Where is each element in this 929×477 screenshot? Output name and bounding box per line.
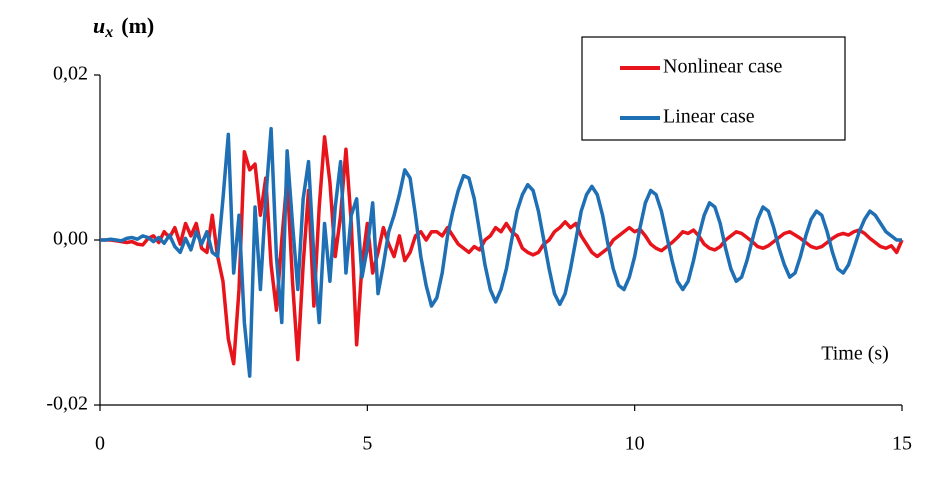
y-subscript: x xyxy=(104,24,113,41)
legend-label: Nonlinear case xyxy=(663,56,783,78)
legend-box xyxy=(581,36,846,141)
x-tick-label: 5 xyxy=(362,433,372,455)
x-tick-label: 0 xyxy=(95,433,105,455)
y-tick-label: 0,00 xyxy=(53,228,88,250)
y-tick-label: -0,02 xyxy=(46,393,88,415)
y-unit: (m) xyxy=(121,13,154,38)
y-symbol: u xyxy=(93,13,105,38)
series-line xyxy=(100,135,904,366)
y-tick-label: 0,02 xyxy=(53,63,88,85)
x-tick-label: 15 xyxy=(892,433,912,455)
x-axis-title: Time (s) xyxy=(821,343,889,365)
series-line xyxy=(100,126,902,378)
y-axis-title: ux (m) xyxy=(93,13,154,41)
legend-label: Linear case xyxy=(663,106,755,128)
x-tick-label: 10 xyxy=(625,433,645,455)
